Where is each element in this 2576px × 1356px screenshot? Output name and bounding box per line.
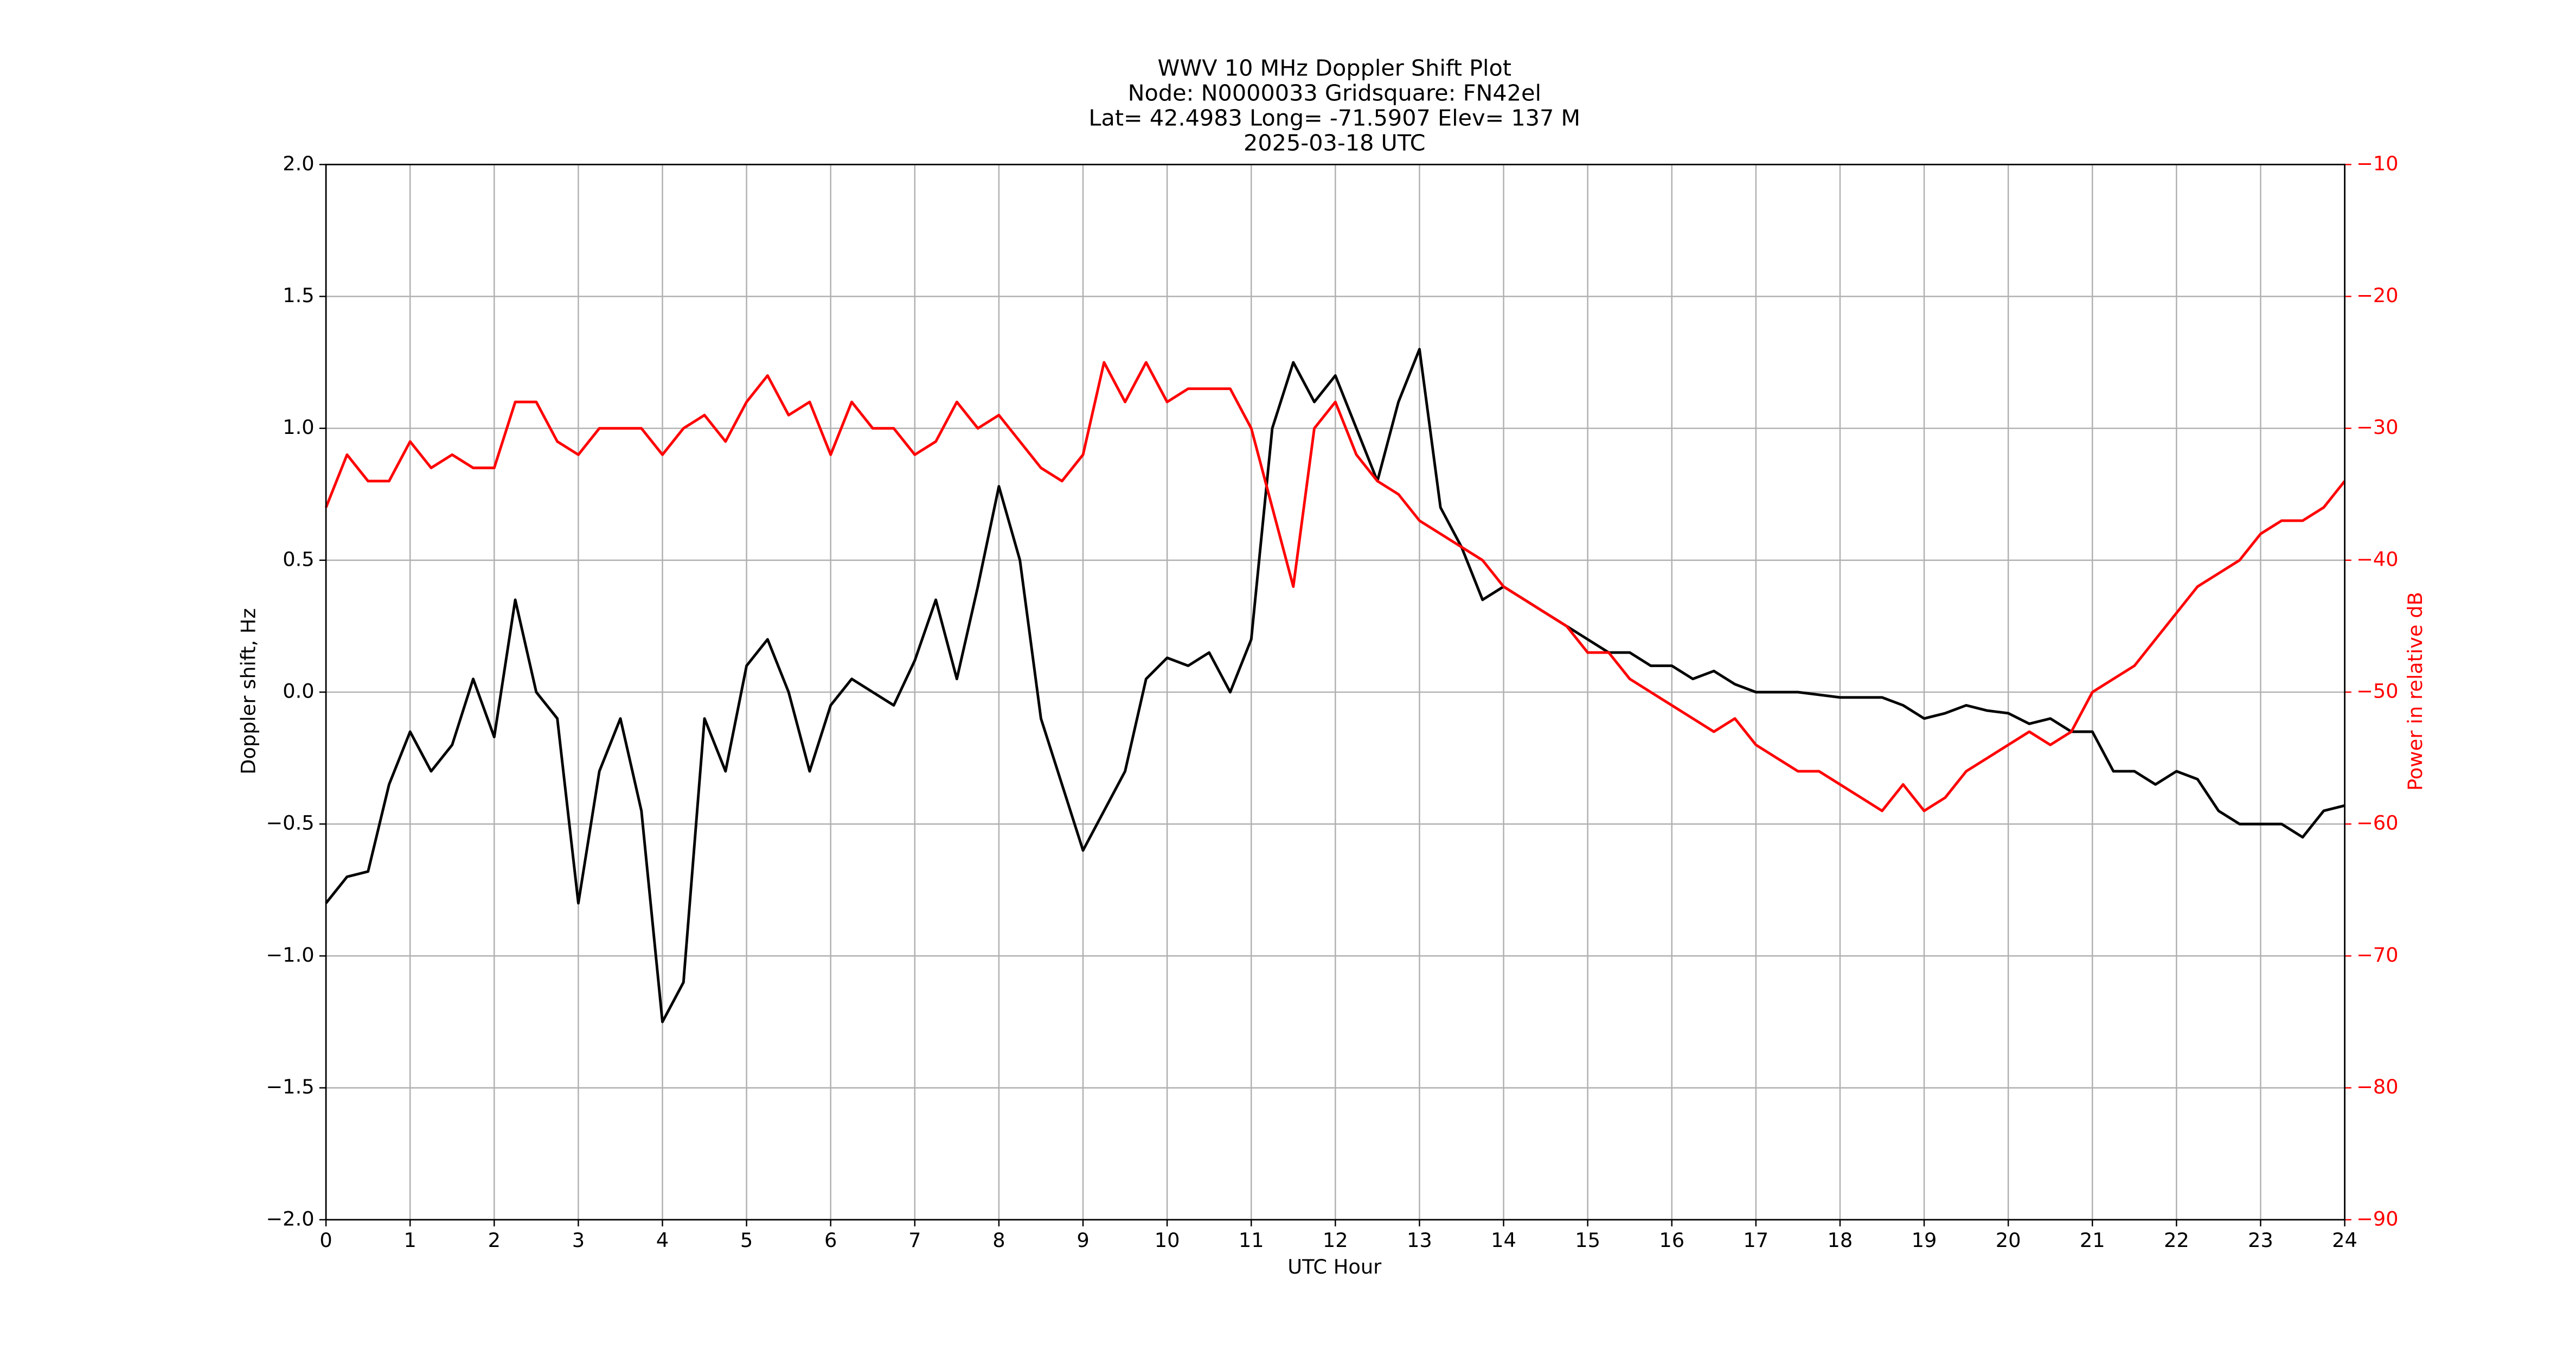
data-line [324,361,2346,813]
y2-tick-label: −40 [2356,547,2399,571]
x-tick-label: 4 [656,1229,669,1252]
y2-tick-label: −20 [2356,284,2399,307]
x-tick-label: 15 [1575,1229,1600,1252]
y2-tick-label: −70 [2356,943,2399,967]
x-tick-label: 11 [1239,1229,1264,1252]
y-tick-label: −1.5 [266,1075,314,1098]
x-tick-label: 23 [2248,1229,2273,1252]
x-axis-label: UTC Hour [1287,1255,1382,1278]
x-tick-label: 1 [404,1229,416,1252]
chart-title: WWV 10 MHz Doppler Shift Plot [1158,55,1512,81]
x-tick-label: 6 [824,1229,837,1252]
x-tick-label: 19 [1912,1229,1937,1252]
y-tick-label: −2.0 [266,1207,314,1230]
x-tick-label: 0 [319,1229,332,1252]
x-tick-label: 14 [1491,1229,1516,1252]
x-tick-label: 3 [572,1229,585,1252]
x-tick-label: 13 [1407,1229,1432,1252]
chart-subtitle: Node: N0000033 Gridsquare: FN42el [1128,80,1541,106]
x-tick-label: 17 [1743,1229,1768,1252]
x-tick-label: 21 [2080,1229,2105,1252]
chart-subtitle: 2025-03-18 UTC [1244,130,1426,156]
x-tick-label: 2 [488,1229,501,1252]
data-line [325,348,2346,1024]
y-tick-label: 0.5 [283,547,314,571]
x-tick-label: 7 [908,1229,921,1252]
y-tick-label: −1.0 [266,943,314,967]
x-tick-label: 12 [1323,1229,1348,1252]
x-tick-label: 20 [1996,1229,2021,1252]
y-tick-label: −0.5 [266,811,314,835]
x-tick-label: 5 [740,1229,753,1252]
x-tick-label: 10 [1155,1229,1180,1252]
y-tick-label: 1.5 [283,284,314,307]
y-tick-label: 1.0 [283,415,314,439]
x-tick-label: 9 [1076,1229,1089,1252]
y2-tick-label: −60 [2356,811,2399,835]
y-axis-label: Doppler shift, Hz [237,608,260,775]
y-tick-label: 2.0 [283,152,314,175]
y2-axis-label: Power in relative dB [2404,592,2427,791]
x-tick-label: 24 [2332,1229,2357,1252]
y2-tick-label: −10 [2356,152,2399,175]
y2-tick-label: −50 [2356,680,2399,703]
y2-tick-label: −80 [2356,1075,2399,1098]
x-tick-label: 22 [2164,1229,2189,1252]
y-tick-label: 0.0 [283,680,314,703]
plot-frame [325,163,2346,1221]
x-tick-label: 16 [1659,1229,1684,1252]
x-tick-label: 18 [1828,1229,1853,1252]
chart-subtitle: Lat= 42.4983 Long= -71.5907 Elev= 137 M [1088,105,1580,131]
x-tick-label: 8 [992,1229,1005,1252]
y2-tick-label: −90 [2356,1207,2399,1230]
y2-tick-label: −30 [2356,415,2399,439]
